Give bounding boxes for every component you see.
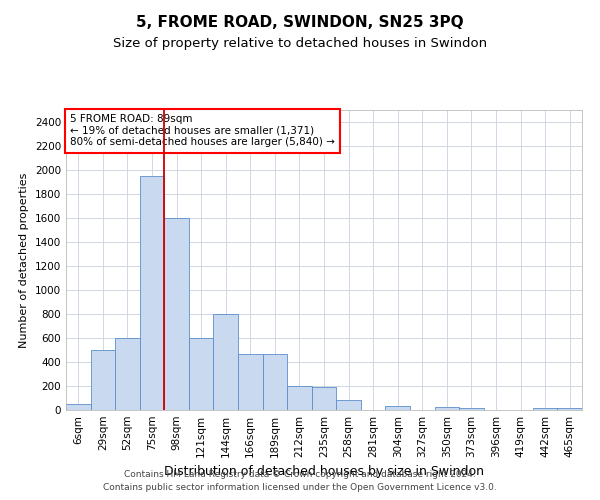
Text: 5 FROME ROAD: 89sqm
← 19% of detached houses are smaller (1,371)
80% of semi-det: 5 FROME ROAD: 89sqm ← 19% of detached ho… <box>70 114 335 148</box>
Bar <box>287 386 312 410</box>
Bar <box>557 408 582 410</box>
Bar <box>115 338 140 410</box>
Bar <box>533 408 557 410</box>
Bar <box>263 354 287 410</box>
Bar <box>459 408 484 410</box>
Bar <box>434 407 459 410</box>
Bar <box>238 354 263 410</box>
Bar <box>91 350 115 410</box>
Bar <box>312 387 336 410</box>
Bar <box>189 338 214 410</box>
Text: Size of property relative to detached houses in Swindon: Size of property relative to detached ho… <box>113 38 487 51</box>
Bar <box>66 404 91 410</box>
Bar <box>385 406 410 410</box>
Bar <box>214 314 238 410</box>
Text: Contains HM Land Registry data © Crown copyright and database right 2024.: Contains HM Land Registry data © Crown c… <box>124 470 476 479</box>
Bar <box>164 218 189 410</box>
Bar <box>336 400 361 410</box>
Text: 5, FROME ROAD, SWINDON, SN25 3PQ: 5, FROME ROAD, SWINDON, SN25 3PQ <box>136 15 464 30</box>
Bar <box>140 176 164 410</box>
X-axis label: Distribution of detached houses by size in Swindon: Distribution of detached houses by size … <box>164 466 484 478</box>
Y-axis label: Number of detached properties: Number of detached properties <box>19 172 29 348</box>
Text: Contains public sector information licensed under the Open Government Licence v3: Contains public sector information licen… <box>103 484 497 492</box>
